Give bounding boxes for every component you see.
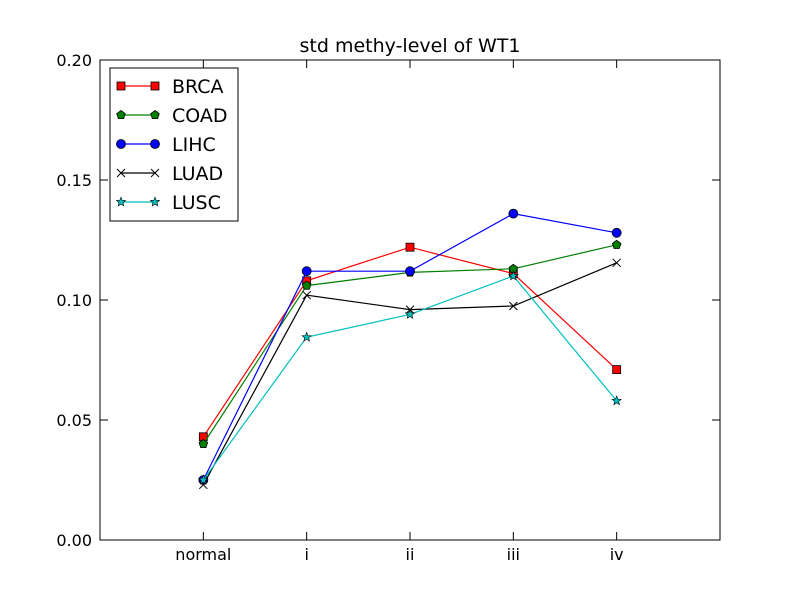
legend-label-brca: BRCA <box>172 76 224 98</box>
y-tick-label: 0.15 <box>56 171 92 190</box>
data-point-lusc <box>611 395 623 406</box>
y-tick-label: 0.10 <box>56 291 92 310</box>
x-tick-label: iv <box>610 545 624 564</box>
data-point-brca <box>405 242 415 252</box>
x-tick-label: ii <box>406 545 415 564</box>
legend-marker-lihc <box>116 139 126 149</box>
data-point-lusc <box>404 308 416 319</box>
x-marker-stroke <box>508 301 518 311</box>
x-tick-label: iii <box>507 545 520 564</box>
legend-marker-lihc <box>150 139 160 149</box>
legend-marker-coad <box>116 110 126 120</box>
data-point-lusc <box>301 331 313 342</box>
x-tick-label: normal <box>175 545 231 564</box>
legend-label-luad: LUAD <box>172 163 223 185</box>
data-point-coad <box>301 280 312 290</box>
data-point-luad <box>508 301 518 311</box>
data-point-lihc <box>405 266 415 277</box>
legend-label-lusc: LUSC <box>172 192 221 214</box>
y-tick-label: 0.00 <box>56 531 92 550</box>
data-point-coad <box>198 439 209 449</box>
x-marker-stroke <box>612 258 622 268</box>
data-point-luad <box>612 258 622 268</box>
data-point-coad <box>611 239 622 249</box>
legend-marker-brca <box>150 81 160 91</box>
data-point-lihc <box>508 208 519 219</box>
legend-marker-lusc <box>149 196 161 207</box>
x-marker-stroke <box>150 168 160 178</box>
legend-marker-luad <box>116 168 126 178</box>
y-tick-label: 0.20 <box>56 51 92 70</box>
chart-title: std methy-level of WT1 <box>300 35 521 57</box>
data-point-lihc <box>611 227 622 238</box>
data-point-luad <box>302 290 312 300</box>
legend-marker-lusc <box>115 196 127 207</box>
legend: BRCA COAD LIHC LUAD LUSC <box>109 67 239 222</box>
legend-marker-brca <box>116 81 126 91</box>
y-tick-label: 0.05 <box>56 411 92 430</box>
data-point-lusc <box>507 270 519 281</box>
x-marker-stroke <box>302 290 312 300</box>
legend-label-coad: COAD <box>172 105 228 127</box>
legend-label-lihc: LIHC <box>172 134 216 156</box>
x-tick-label: i <box>304 545 308 564</box>
data-point-brca <box>612 365 622 375</box>
data-point-lihc <box>301 266 312 277</box>
x-marker-stroke <box>116 168 126 178</box>
data-point-lusc <box>197 474 209 485</box>
legend-marker-luad <box>150 168 160 178</box>
legend-marker-coad <box>150 110 160 120</box>
